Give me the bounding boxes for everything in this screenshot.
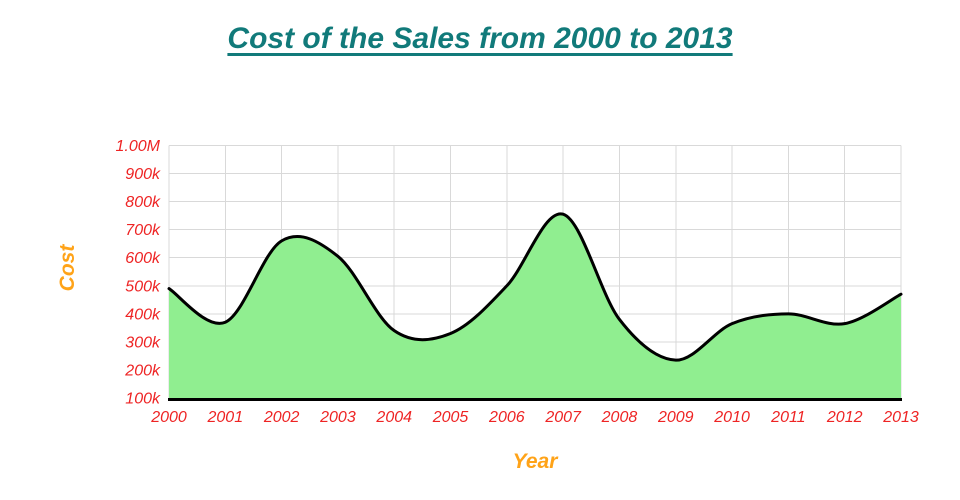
x-tick-label: 2009: [657, 409, 694, 426]
series-line: [167, 212, 903, 362]
x-tick-label: 2011: [770, 409, 805, 426]
y-tick-label: 900k: [125, 166, 161, 183]
x-tick-label: 2013: [882, 409, 919, 426]
x-tick-label: 2005: [432, 409, 469, 426]
x-tick-label: 2000: [150, 409, 187, 426]
y-tick-label: 200k: [124, 362, 161, 379]
y-tick-label: 600k: [125, 250, 161, 267]
x-tick-label: 2003: [319, 409, 356, 426]
y-tick-label: 100k: [125, 391, 161, 408]
chart-title: Cost of the Sales from 2000 to 2013: [227, 22, 733, 55]
x-tick-label: 2010: [713, 409, 750, 426]
y-tick-label: 400k: [125, 306, 161, 323]
y-tick-label: 300k: [125, 334, 161, 351]
x-tick-label: 2001: [207, 409, 244, 426]
x-tick-label: 2007: [544, 409, 582, 426]
x-tick-label: 2006: [488, 409, 525, 426]
x-axis-title: Year: [512, 450, 558, 473]
y-tick-label: 500k: [125, 278, 161, 295]
area-fill: [169, 213, 901, 398]
y-tick-label: 700k: [125, 222, 161, 239]
x-tick-label: 2004: [375, 409, 412, 426]
y-tick-label: 800k: [125, 194, 161, 211]
y-tick-label: 1.00M: [116, 138, 161, 155]
x-tick-label: 2012: [826, 409, 863, 426]
x-tick-label: 2002: [263, 409, 300, 426]
x-tick-label: 2008: [601, 409, 638, 426]
